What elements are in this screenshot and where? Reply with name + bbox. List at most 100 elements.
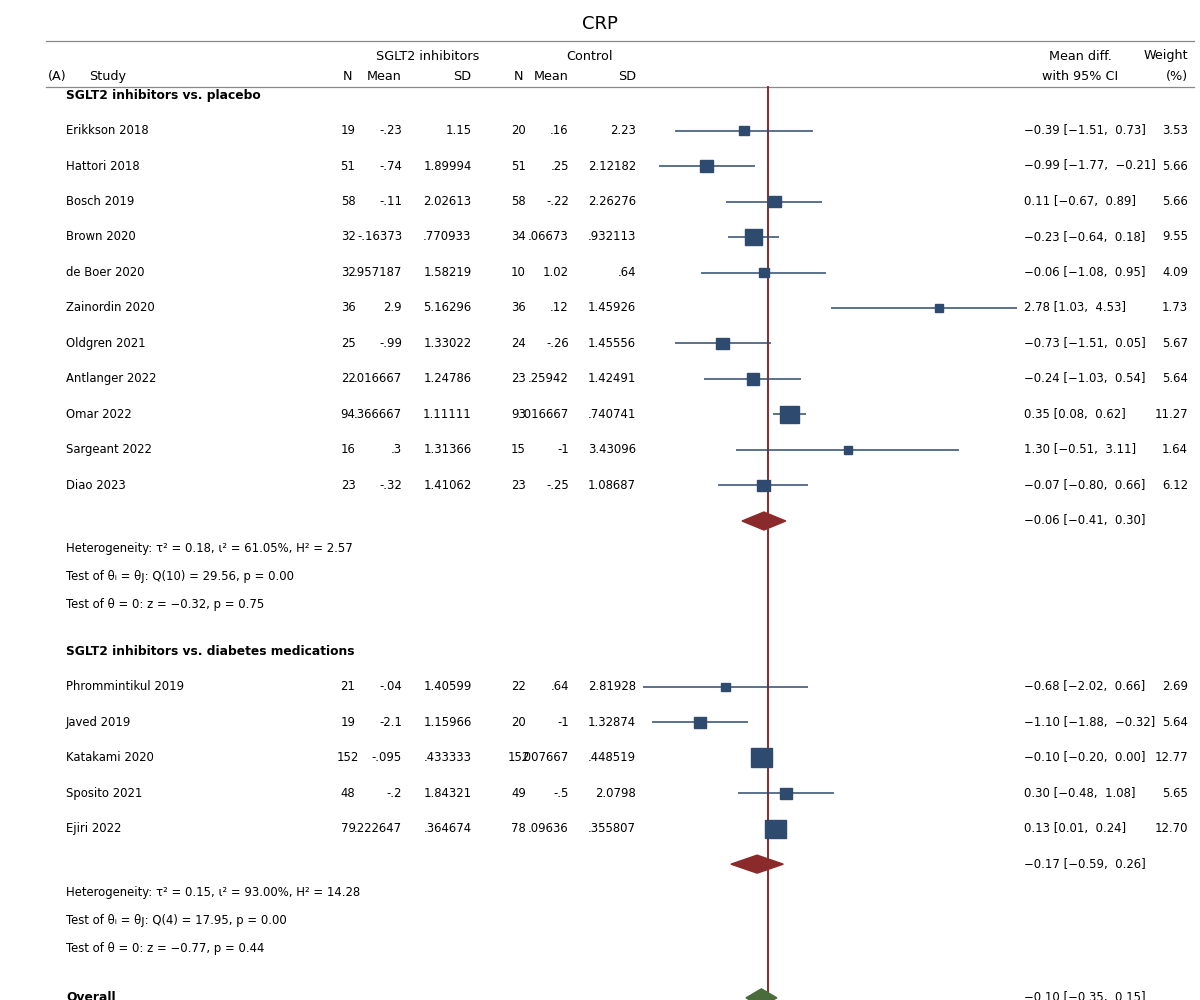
Text: 1.32874: 1.32874 [588, 716, 636, 729]
Text: .366667: .366667 [354, 408, 402, 421]
Text: .016667: .016667 [354, 372, 402, 385]
Text: .09636: .09636 [528, 822, 569, 835]
Text: -.25: -.25 [546, 479, 569, 492]
Text: 51: 51 [341, 159, 355, 172]
Text: 94: 94 [341, 408, 355, 421]
Text: 2.9: 2.9 [383, 301, 402, 314]
Text: 2.81928: 2.81928 [588, 680, 636, 693]
Text: 1.24786: 1.24786 [424, 372, 472, 385]
Text: .448519: .448519 [588, 751, 636, 764]
Text: 23: 23 [341, 479, 355, 492]
Text: 32: 32 [341, 231, 355, 243]
Text: 152: 152 [508, 751, 529, 764]
Text: 11.27: 11.27 [1154, 408, 1188, 421]
Polygon shape [742, 512, 786, 530]
Text: Sposito 2021: Sposito 2021 [66, 787, 143, 800]
Text: 6.12: 6.12 [1162, 479, 1188, 492]
Text: 9.55: 9.55 [1162, 231, 1188, 243]
Bar [738, 126, 749, 135]
Text: .016667: .016667 [521, 408, 569, 421]
Text: 32: 32 [341, 266, 355, 279]
Text: 51: 51 [511, 159, 526, 172]
Text: 2.26276: 2.26276 [588, 195, 636, 208]
Text: .932113: .932113 [588, 231, 636, 243]
Text: .222647: .222647 [354, 822, 402, 835]
Text: -.74: -.74 [379, 159, 402, 172]
Text: 5.66: 5.66 [1162, 159, 1188, 172]
Text: -1: -1 [557, 716, 569, 729]
Text: 5.64: 5.64 [1162, 372, 1188, 385]
Text: 1.31366: 1.31366 [424, 443, 472, 456]
Text: 25: 25 [341, 337, 355, 350]
Text: 1.42491: 1.42491 [588, 372, 636, 385]
Text: with 95% CI: with 95% CI [1042, 70, 1118, 83]
Text: Sargeant 2022: Sargeant 2022 [66, 443, 152, 456]
Text: 21: 21 [341, 680, 355, 693]
Text: 15: 15 [511, 443, 526, 456]
Text: 1.41062: 1.41062 [424, 479, 472, 492]
Text: -.095: -.095 [372, 751, 402, 764]
Text: Test of θᵢ = θȷ: Q(4) = 17.95, p = 0.00: Test of θᵢ = θȷ: Q(4) = 17.95, p = 0.00 [66, 914, 287, 927]
Text: 19: 19 [341, 716, 355, 729]
Text: 2.78 [1.03,  4.53]: 2.78 [1.03, 4.53] [1024, 301, 1126, 314]
Text: 93: 93 [511, 408, 526, 421]
Text: 1.15966: 1.15966 [424, 716, 472, 729]
Text: 1.45926: 1.45926 [588, 301, 636, 314]
Text: −0.06 [−0.41,  0.30]: −0.06 [−0.41, 0.30] [1024, 514, 1145, 527]
Text: Ejiri 2022: Ejiri 2022 [66, 822, 121, 835]
Polygon shape [746, 989, 776, 1000]
Text: SGLT2 inhibitors vs. diabetes medications: SGLT2 inhibitors vs. diabetes medication… [66, 645, 354, 658]
Text: Zainordin 2020: Zainordin 2020 [66, 301, 155, 314]
Text: 1.45556: 1.45556 [588, 337, 636, 350]
Bar [751, 748, 772, 767]
Text: -.32: -.32 [379, 479, 402, 492]
Text: -2.1: -2.1 [379, 716, 402, 729]
Text: 0.35 [0.08,  0.62]: 0.35 [0.08, 0.62] [1024, 408, 1126, 421]
Text: .3: .3 [391, 443, 402, 456]
Text: 36: 36 [511, 301, 526, 314]
Text: 1.30 [−0.51,  3.11]: 1.30 [−0.51, 3.11] [1024, 443, 1135, 456]
Text: Test of θ = 0: z = −0.32, p = 0.75: Test of θ = 0: z = −0.32, p = 0.75 [66, 598, 264, 611]
Text: .06673: .06673 [528, 231, 569, 243]
Text: 22: 22 [341, 372, 355, 385]
Text: 2.0798: 2.0798 [595, 787, 636, 800]
Text: Mean: Mean [534, 70, 569, 83]
Text: −0.23 [−0.64,  0.18]: −0.23 [−0.64, 0.18] [1024, 231, 1145, 243]
Text: .364674: .364674 [424, 822, 472, 835]
Text: -.99: -.99 [379, 337, 402, 350]
Bar [935, 304, 943, 312]
Text: -.26: -.26 [546, 337, 569, 350]
Text: Diao 2023: Diao 2023 [66, 479, 126, 492]
Text: 79: 79 [341, 822, 355, 835]
Text: −0.24 [−1.03,  0.54]: −0.24 [−1.03, 0.54] [1024, 372, 1145, 385]
Text: .957187: .957187 [354, 266, 402, 279]
Bar [758, 268, 769, 277]
Text: 5.16296: 5.16296 [424, 301, 472, 314]
Text: Heterogeneity: τ² = 0.15, ι² = 93.00%, H² = 14.28: Heterogeneity: τ² = 0.15, ι² = 93.00%, H… [66, 886, 360, 899]
Text: −0.17 [−0.59,  0.26]: −0.17 [−0.59, 0.26] [1024, 858, 1145, 871]
Text: .355807: .355807 [588, 822, 636, 835]
Text: Mean diff.: Mean diff. [1049, 49, 1111, 62]
Bar [694, 717, 706, 728]
Text: .64: .64 [551, 680, 569, 693]
Bar [701, 160, 713, 172]
Text: −0.39 [−1.51,  0.73]: −0.39 [−1.51, 0.73] [1024, 124, 1146, 137]
Text: Antlanger 2022: Antlanger 2022 [66, 372, 156, 385]
Text: Test of θ = 0: z = −0.77, p = 0.44: Test of θ = 0: z = −0.77, p = 0.44 [66, 942, 264, 955]
Text: Omar 2022: Omar 2022 [66, 408, 132, 421]
Text: Control: Control [566, 49, 612, 62]
Text: 49: 49 [511, 787, 526, 800]
Text: 1.15: 1.15 [445, 124, 472, 137]
Bar [721, 683, 731, 691]
Bar [780, 788, 792, 799]
Text: .433333: .433333 [424, 751, 472, 764]
Text: 0.13 [0.01,  0.24]: 0.13 [0.01, 0.24] [1024, 822, 1126, 835]
Text: -.2: -.2 [386, 787, 402, 800]
Text: 34: 34 [511, 231, 526, 243]
Text: 1.11111: 1.11111 [422, 408, 472, 421]
Text: SGLT2 inhibitors vs. placebo: SGLT2 inhibitors vs. placebo [66, 89, 260, 102]
Text: 78: 78 [511, 822, 526, 835]
Text: 16: 16 [341, 443, 355, 456]
Text: 5.64: 5.64 [1162, 716, 1188, 729]
Text: 12.70: 12.70 [1154, 822, 1188, 835]
